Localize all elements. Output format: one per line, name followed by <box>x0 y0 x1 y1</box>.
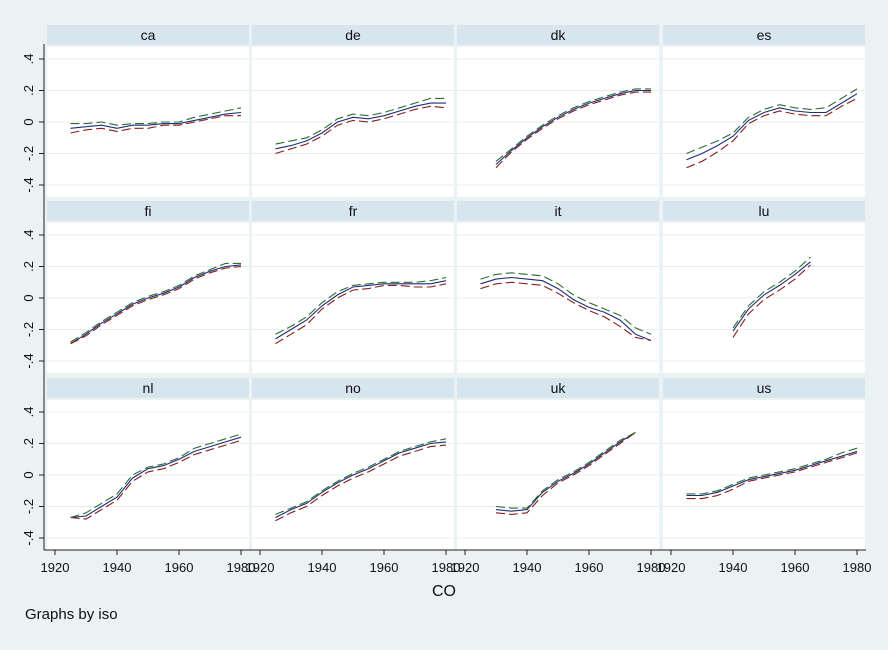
series-line <box>480 276 652 342</box>
panel-title: es <box>757 27 772 43</box>
y-tick-label: .2 <box>21 261 36 272</box>
y-tick-label: -.2 <box>21 146 36 161</box>
series-line <box>70 436 242 519</box>
panel-title: lu <box>759 203 770 219</box>
panel-header <box>663 201 865 221</box>
series-line <box>70 107 242 126</box>
series-line <box>732 256 811 329</box>
panel-title: fr <box>349 203 358 219</box>
series-line <box>686 97 858 169</box>
panel-header <box>47 378 249 398</box>
series-line <box>686 88 858 155</box>
series-line <box>70 115 241 134</box>
panel-header <box>252 378 454 398</box>
series-line <box>70 433 242 519</box>
x-tick-label: 1960 <box>370 560 399 575</box>
series-line <box>275 283 447 345</box>
series-line <box>70 111 242 129</box>
panel-title: de <box>345 27 361 43</box>
x-tick-label: 1940 <box>103 560 132 575</box>
panel-header <box>252 201 454 221</box>
x-tick-label: 1940 <box>719 560 748 575</box>
series-line <box>686 93 858 161</box>
x-tick-label: 1920 <box>657 560 686 575</box>
x-tick-label: 1980 <box>227 560 256 575</box>
x-axis-title: CO <box>432 583 456 600</box>
series-line <box>275 105 447 155</box>
y-tick-label: 0 <box>21 294 36 301</box>
y-tick-label: .2 <box>21 438 36 449</box>
x-tick-label: 1980 <box>637 560 666 575</box>
panel-title: fi <box>145 203 152 219</box>
panel-title: us <box>757 380 772 396</box>
series-line <box>495 432 636 509</box>
series-line <box>275 441 447 518</box>
y-tick-label: .2 <box>21 85 36 96</box>
panel-header <box>663 378 865 398</box>
series-line <box>495 88 651 162</box>
y-tick-label: .4 <box>21 407 36 418</box>
graph-note: Graphs by iso <box>25 606 118 623</box>
y-tick-label: -.2 <box>21 322 36 337</box>
series-line <box>686 450 858 497</box>
series-line <box>275 438 447 515</box>
panel-title: no <box>345 380 361 396</box>
series-line <box>275 444 447 522</box>
y-tick-label: 0 <box>21 118 36 125</box>
panel-header <box>252 25 454 45</box>
series-line <box>275 97 446 145</box>
series-line <box>480 272 652 335</box>
x-tick-label: 1920 <box>246 560 275 575</box>
x-tick-label: 1960 <box>165 560 194 575</box>
y-tick-label: -.4 <box>21 177 36 192</box>
series-line <box>275 102 446 150</box>
panel-title: nl <box>143 380 154 396</box>
y-tick-label: .4 <box>21 54 36 65</box>
y-tick-label: -.4 <box>21 353 36 368</box>
panel-header <box>457 201 659 221</box>
y-tick-label: -.4 <box>21 530 36 545</box>
series-line <box>495 91 651 169</box>
series-line <box>70 264 242 345</box>
panel-header <box>47 201 249 221</box>
series-line <box>70 439 242 520</box>
series-line <box>480 281 652 342</box>
panel-title: it <box>555 203 562 219</box>
series-line <box>732 264 811 338</box>
panel-header <box>457 378 659 398</box>
panel-title: uk <box>551 380 567 396</box>
y-tick-label: .4 <box>21 230 36 241</box>
series-line <box>686 447 858 495</box>
series-line <box>686 452 858 500</box>
x-tick-label: 1920 <box>41 560 70 575</box>
series-line <box>495 89 651 165</box>
series-line <box>275 280 447 340</box>
series-line <box>70 262 241 343</box>
y-tick-label: 0 <box>21 471 36 478</box>
x-tick-label: 1940 <box>308 560 337 575</box>
series-line <box>495 432 636 512</box>
x-tick-label: 1940 <box>513 560 542 575</box>
x-tick-label: 1920 <box>451 560 480 575</box>
panel-title: dk <box>551 27 567 43</box>
x-tick-label: 1960 <box>575 560 604 575</box>
y-tick-label: -.2 <box>21 499 36 514</box>
panel-header <box>663 25 865 45</box>
x-tick-label: 1980 <box>843 560 872 575</box>
series-line <box>70 265 242 345</box>
series-line <box>495 432 636 515</box>
series-line <box>275 276 447 335</box>
x-tick-label: 1960 <box>781 560 810 575</box>
panel-header <box>457 25 659 45</box>
x-tick-label: 1980 <box>432 560 461 575</box>
panel-title: ca <box>141 27 156 43</box>
series-line <box>732 261 811 332</box>
panel-header <box>47 25 249 45</box>
